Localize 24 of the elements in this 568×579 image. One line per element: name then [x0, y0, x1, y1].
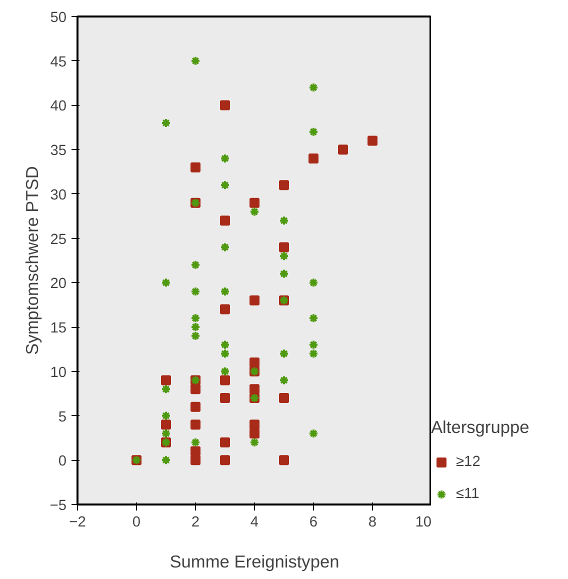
y-tick-label: −5: [50, 498, 67, 514]
x-tick-label: 0: [132, 514, 141, 530]
legend-title: Altersgruppe: [431, 417, 530, 438]
y-tick-label: 35: [50, 143, 67, 160]
y-tick-label: 20: [50, 276, 67, 292]
y-tick-label: 40: [50, 98, 67, 115]
x-tick-label: 6: [309, 514, 318, 530]
x-tick-label: 2: [191, 514, 200, 530]
x-axis-title: Summe Ereignistypen: [170, 552, 340, 572]
y-tick-label: 25: [50, 232, 67, 248]
x-tick-label: 8: [368, 514, 377, 530]
x-tick-label: 4: [250, 514, 259, 530]
legend-label: ≥12: [456, 454, 480, 470]
legend-label: ≤11: [456, 486, 480, 502]
y-tick-label: 5: [58, 409, 67, 426]
y-tick-label: 15: [50, 320, 67, 337]
y-tick-label: 30: [50, 187, 67, 204]
x-tick-label: 10: [415, 514, 432, 530]
x-tick-label: −2: [69, 514, 86, 530]
y-tick-label: 10: [50, 364, 67, 381]
y-tick-label: 50: [50, 10, 67, 26]
y-tick-label: 45: [50, 54, 67, 70]
y-tick-label: 0: [58, 454, 67, 470]
y-axis-title: Symptomschwere PTSD: [22, 166, 42, 355]
